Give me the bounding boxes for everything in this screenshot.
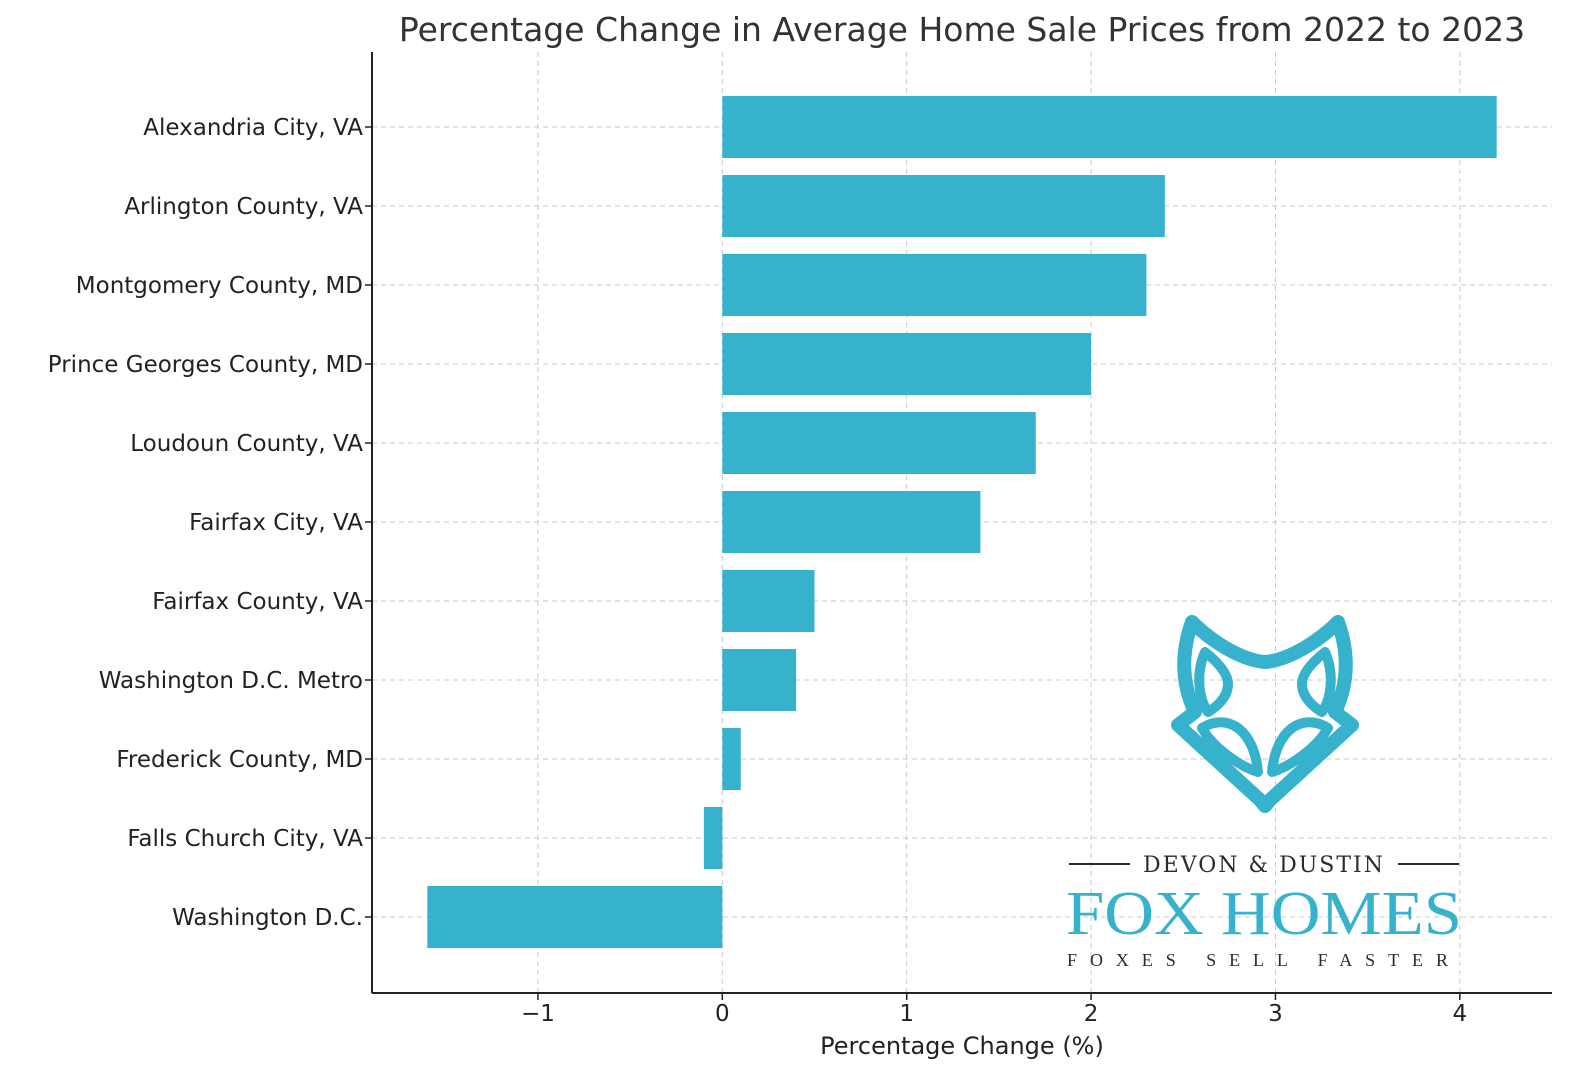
y-tick-label: Alexandria City, VA xyxy=(143,115,363,141)
logo-name: FOX HOMES xyxy=(1066,880,1462,948)
bar xyxy=(722,254,1147,316)
bar xyxy=(722,175,1165,237)
bar xyxy=(722,412,1036,474)
bar xyxy=(722,649,797,711)
y-tick-label: Fairfax City, VA xyxy=(189,510,363,536)
y-tick-labels: Alexandria City, VA Arlington County, VA M… xyxy=(48,115,363,931)
bar xyxy=(722,96,1497,158)
x-tick-label: −1 xyxy=(521,1001,555,1027)
fox-head-icon xyxy=(1171,615,1359,813)
x-tick-labels: −1 0 1 2 3 4 xyxy=(521,1001,1467,1027)
logo-tagline: FOXES SELL FASTER xyxy=(1067,950,1461,970)
x-tick-label: 2 xyxy=(1084,1001,1099,1027)
bar xyxy=(722,570,815,632)
axes xyxy=(365,52,1552,1000)
y-tick-label: Montgomery County, MD xyxy=(76,273,363,299)
y-tick-label: Loudoun County, VA xyxy=(130,431,363,457)
grid xyxy=(372,52,1552,993)
y-tick-label: Arlington County, VA xyxy=(124,194,363,220)
x-tick-label: 1 xyxy=(899,1001,914,1027)
bars xyxy=(427,96,1497,948)
y-tick-label: Washington D.C. xyxy=(172,905,363,931)
bar xyxy=(703,807,723,869)
x-tick-label: 3 xyxy=(1268,1001,1283,1027)
bar xyxy=(722,491,981,553)
x-tick-label: 4 xyxy=(1452,1001,1467,1027)
y-tick-label: Fairfax County, VA xyxy=(152,589,363,615)
bar xyxy=(427,886,723,948)
y-tick-label: Frederick County, MD xyxy=(116,747,363,773)
bar xyxy=(722,728,741,790)
x-axis-label: Percentage Change (%) xyxy=(820,1032,1104,1060)
bar xyxy=(722,333,1092,395)
chart-title: Percentage Change in Average Home Sale P… xyxy=(399,10,1525,49)
x-tick-label: 0 xyxy=(715,1001,730,1027)
logo-top-line: DEVON & DUSTIN xyxy=(1143,853,1385,878)
y-tick-label: Falls Church City, VA xyxy=(127,826,363,852)
y-tick-label: Washington D.C. Metro xyxy=(99,668,363,694)
y-tick-label: Prince Georges County, MD xyxy=(48,352,363,378)
logo: DEVON & DUSTIN FOX HOMES FOXES SELL FAST… xyxy=(1066,615,1462,970)
